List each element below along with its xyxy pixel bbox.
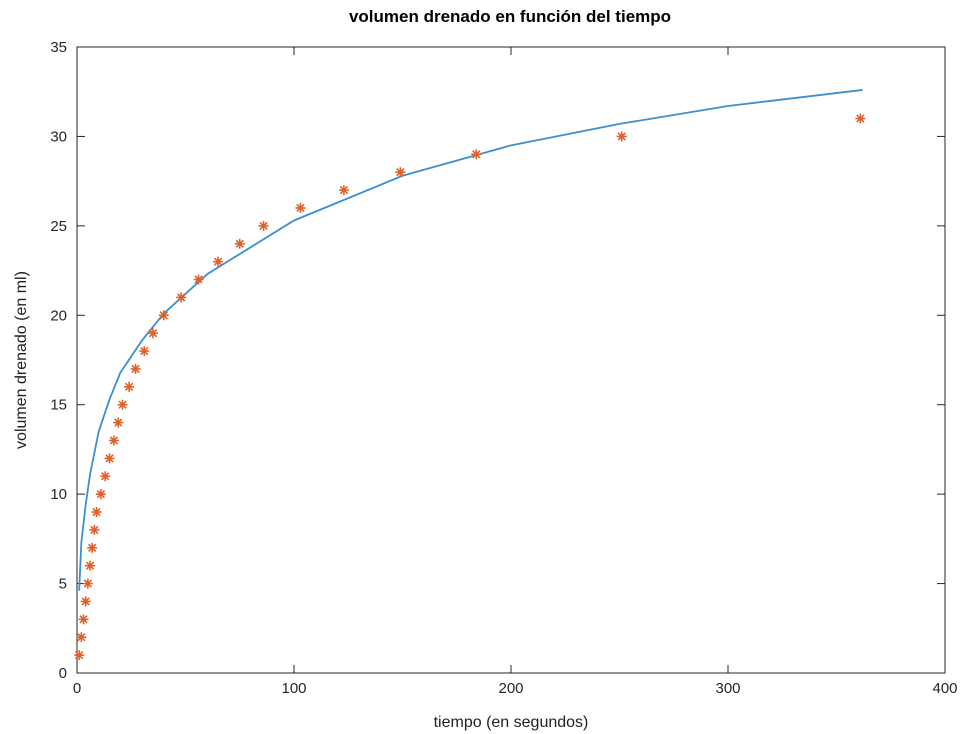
data-point: [338, 185, 349, 196]
chart-title: volumen drenado en función del tiempo: [349, 7, 671, 26]
x-axis-label: tiempo (en segundos): [434, 714, 589, 731]
y-tick-label: 5: [59, 576, 67, 593]
y-tick-label: 25: [50, 218, 67, 235]
data-points: [74, 113, 866, 661]
data-point: [395, 167, 406, 178]
data-point: [158, 310, 169, 321]
y-tick-label: 15: [50, 397, 67, 414]
data-point: [213, 256, 224, 267]
y-tick-label: 35: [50, 39, 67, 56]
data-point: [113, 417, 124, 428]
data-point: [80, 596, 91, 607]
y-axis-label: volumen drenado (en ml): [13, 271, 30, 449]
y-tick-label: 20: [50, 307, 67, 324]
data-point: [471, 149, 482, 160]
data-point: [193, 274, 204, 285]
data-point: [95, 489, 106, 500]
x-tick-label: 0: [73, 680, 81, 697]
data-point: [147, 328, 158, 339]
data-point: [139, 346, 150, 357]
data-point: [78, 614, 89, 625]
x-tick-label: 100: [281, 680, 306, 697]
x-tick-label: 400: [932, 680, 957, 697]
y-tick-label: 0: [59, 665, 67, 682]
x-axis: 0 100 200 300 400: [73, 47, 958, 697]
data-point: [176, 292, 187, 303]
data-point: [234, 238, 245, 249]
data-point: [108, 435, 119, 446]
data-point: [82, 578, 93, 589]
data-point: [130, 363, 141, 374]
data-point: [74, 650, 85, 661]
data-point: [89, 524, 100, 535]
y-tick-label: 10: [50, 486, 67, 503]
data-point: [87, 542, 98, 553]
data-point: [258, 220, 269, 231]
plot-area: [76, 46, 946, 674]
x-tick-label: 300: [715, 680, 740, 697]
data-point: [124, 381, 135, 392]
data-point: [76, 632, 87, 643]
data-point: [100, 471, 111, 482]
data-point: [855, 113, 866, 124]
y-tick-label: 30: [50, 128, 67, 145]
data-point: [85, 560, 96, 571]
x-tick-label: 200: [498, 680, 523, 697]
data-point: [117, 399, 128, 410]
y-axis: 0 5 10 15 20 25 30 35: [50, 39, 945, 682]
data-point: [91, 507, 102, 518]
data-point: [295, 202, 306, 213]
data-point: [616, 131, 627, 142]
data-point: [104, 453, 115, 464]
